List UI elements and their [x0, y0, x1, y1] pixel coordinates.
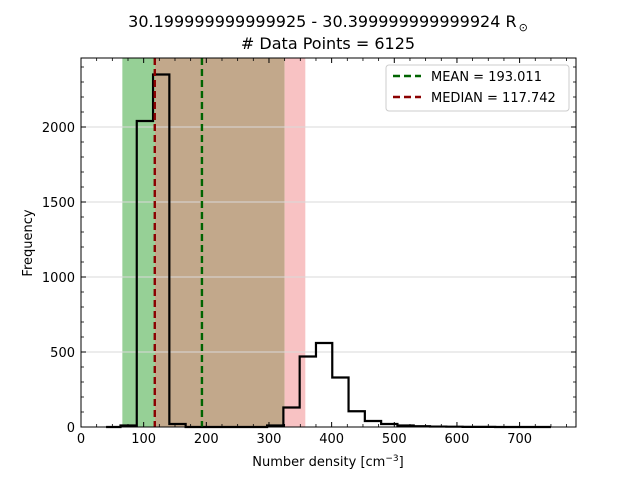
plot-frame	[80, 57, 577, 428]
x-axis-label: Number density [cm−3]	[252, 454, 403, 470]
histogram-bar-15	[349, 411, 365, 427]
y-tick-label-2000: 2000	[42, 121, 75, 136]
y-tick-label-1500: 1500	[42, 196, 75, 211]
histogram-bar-2	[137, 121, 153, 427]
y-axis-ticks: 0 500 1000 1500 2000	[42, 66, 576, 436]
x-tick-label-400: 400	[319, 432, 344, 447]
histogram-bar-14	[332, 378, 348, 428]
y-axis-label: Frequency	[21, 209, 36, 276]
x-tick-label-100: 100	[131, 432, 156, 447]
legend-label-0: MEAN = 193.011	[431, 70, 542, 85]
histogram-bar-13	[316, 343, 332, 427]
shaded-region-1	[154, 58, 285, 427]
x-tick-label-200: 200	[194, 432, 219, 447]
x-axis-ticks: 0 100 200 300 400 500 600 700	[77, 58, 568, 447]
histogram-bar-11	[283, 408, 299, 428]
y-tick-label-0: 0	[67, 421, 75, 436]
x-tick-label-500: 500	[382, 432, 407, 447]
reference-lines	[153, 58, 204, 427]
legend: MEAN = 193.011 MEDIAN = 117.742	[385, 64, 570, 112]
chart-title-line1: 30.199999999999925 - 30.399999999999924 …	[128, 12, 528, 34]
y-tick-label-1000: 1000	[42, 271, 75, 286]
grid-lines	[81, 126, 576, 353]
shaded-regions	[122, 58, 306, 427]
x-tick-label-600: 600	[445, 432, 470, 447]
chart-title-line2: # Data Points = 6125	[241, 34, 415, 53]
legend-label-1: MEDIAN = 117.742	[431, 91, 556, 106]
x-tick-label-0: 0	[77, 432, 85, 447]
histogram-bar-12	[300, 357, 316, 428]
shaded-region-2	[284, 58, 306, 427]
shaded-region-0	[122, 58, 155, 427]
x-tick-label-700: 700	[507, 432, 532, 447]
y-tick-label-500: 500	[50, 346, 75, 361]
x-tick-label-300: 300	[257, 432, 282, 447]
legend-box	[385, 64, 570, 112]
